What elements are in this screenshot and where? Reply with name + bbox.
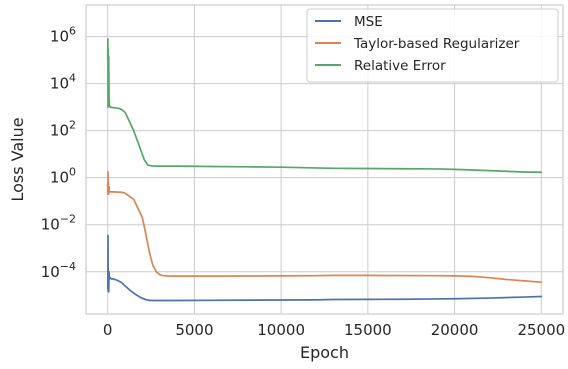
legend-label: Relative Error: [354, 58, 446, 74]
y-axis-label: Loss Value: [8, 117, 27, 201]
x-tick-label: 20000: [431, 321, 479, 339]
y-tick-label: 104: [50, 72, 76, 93]
y-tick-label: 106: [50, 25, 76, 46]
x-tick-label: 10000: [257, 321, 305, 339]
x-tick-label: 25000: [517, 321, 565, 339]
y-tick-base: 10: [50, 122, 69, 140]
x-tick-labels: 0 5000 10000 15000 20000 25000: [103, 321, 565, 339]
y-tick-exponent: −2: [60, 213, 76, 226]
y-tick-base: 10: [41, 263, 60, 281]
x-axis-label: Epoch: [300, 343, 349, 362]
y-tick-label: 100: [50, 166, 76, 187]
series-line-taylor-based-regularizer: [106, 170, 543, 284]
series-line-relative-error: [106, 37, 543, 174]
y-tick-label: 10−2: [41, 213, 76, 234]
y-tick-label: 10−4: [41, 260, 76, 281]
plot-frame: [85, 4, 564, 315]
x-tick-label: 15000: [344, 321, 392, 339]
y-tick-base: 10: [50, 28, 69, 46]
legend: MSE Taylor-based Regularizer Relative Erro…: [306, 8, 559, 83]
legend-label: Taylor-based Regularizer: [353, 36, 520, 52]
y-tick-exponent: 0: [69, 166, 76, 179]
legend-frame: [306, 8, 559, 83]
x-tick-label: 0: [103, 321, 113, 339]
y-tick-exponent: 6: [69, 25, 76, 38]
y-tick-exponent: −4: [60, 260, 76, 273]
y-tick-exponent: 4: [69, 72, 76, 85]
x-tick-label: 5000: [175, 321, 213, 339]
legend-label: MSE: [354, 14, 383, 30]
y-tick-base: 10: [50, 169, 69, 187]
y-tick-base: 10: [41, 216, 60, 234]
series-lines: [106, 37, 543, 302]
y-tick-exponent: 2: [69, 119, 76, 132]
series-line-mse: [106, 234, 543, 302]
y-tick-label: 102: [50, 119, 76, 140]
y-tick-base: 10: [50, 75, 69, 93]
